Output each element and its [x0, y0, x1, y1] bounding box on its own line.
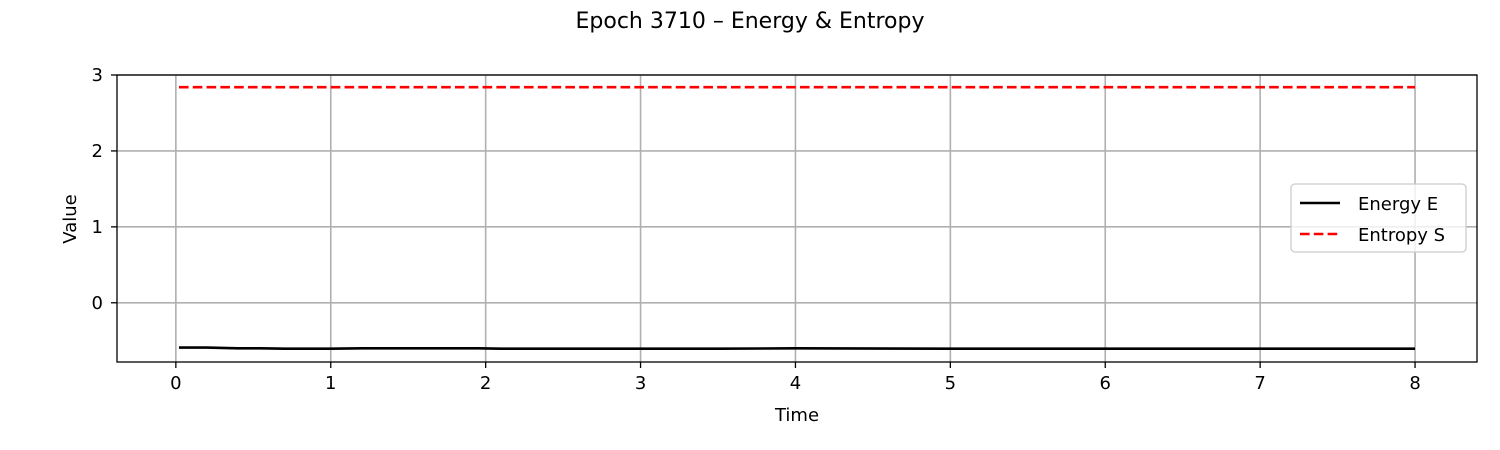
x-tick-label: 3 [635, 373, 646, 394]
y-tick-label: 1 [92, 217, 103, 238]
grid-lines [117, 74, 1477, 362]
legend-label-energy: Energy E [1358, 194, 1438, 215]
x-tick-label: 0 [170, 373, 181, 394]
legend-label-entropy: Entropy S [1358, 225, 1445, 246]
x-tick-label: 1 [325, 373, 336, 394]
series-layer [178, 85, 1416, 351]
x-tick-label: 5 [945, 373, 956, 394]
x-tick-label: 8 [1409, 373, 1420, 394]
x-tick-label: 7 [1254, 373, 1265, 394]
legend: Energy E Entropy S [1290, 183, 1467, 253]
x-axis-title: Time [774, 405, 819, 426]
tick-layer: 0 1 2 3 4 5 6 7 8 0 1 2 3 [92, 65, 1421, 394]
x-tick-label: 4 [790, 373, 801, 394]
x-tick-label: 2 [480, 373, 491, 394]
y-tick-label: 2 [92, 141, 103, 162]
chart-title: Epoch 3710 – Energy & Entropy [576, 9, 925, 34]
x-tick-label: 6 [1100, 373, 1111, 394]
y-tick-label: 0 [92, 293, 103, 314]
y-tick-label: 3 [92, 65, 103, 86]
plot-area [117, 75, 1477, 362]
y-axis-title: Value [60, 194, 81, 243]
plot-frame [116, 74, 1478, 363]
series-line-energy-e [178, 346, 1416, 351]
